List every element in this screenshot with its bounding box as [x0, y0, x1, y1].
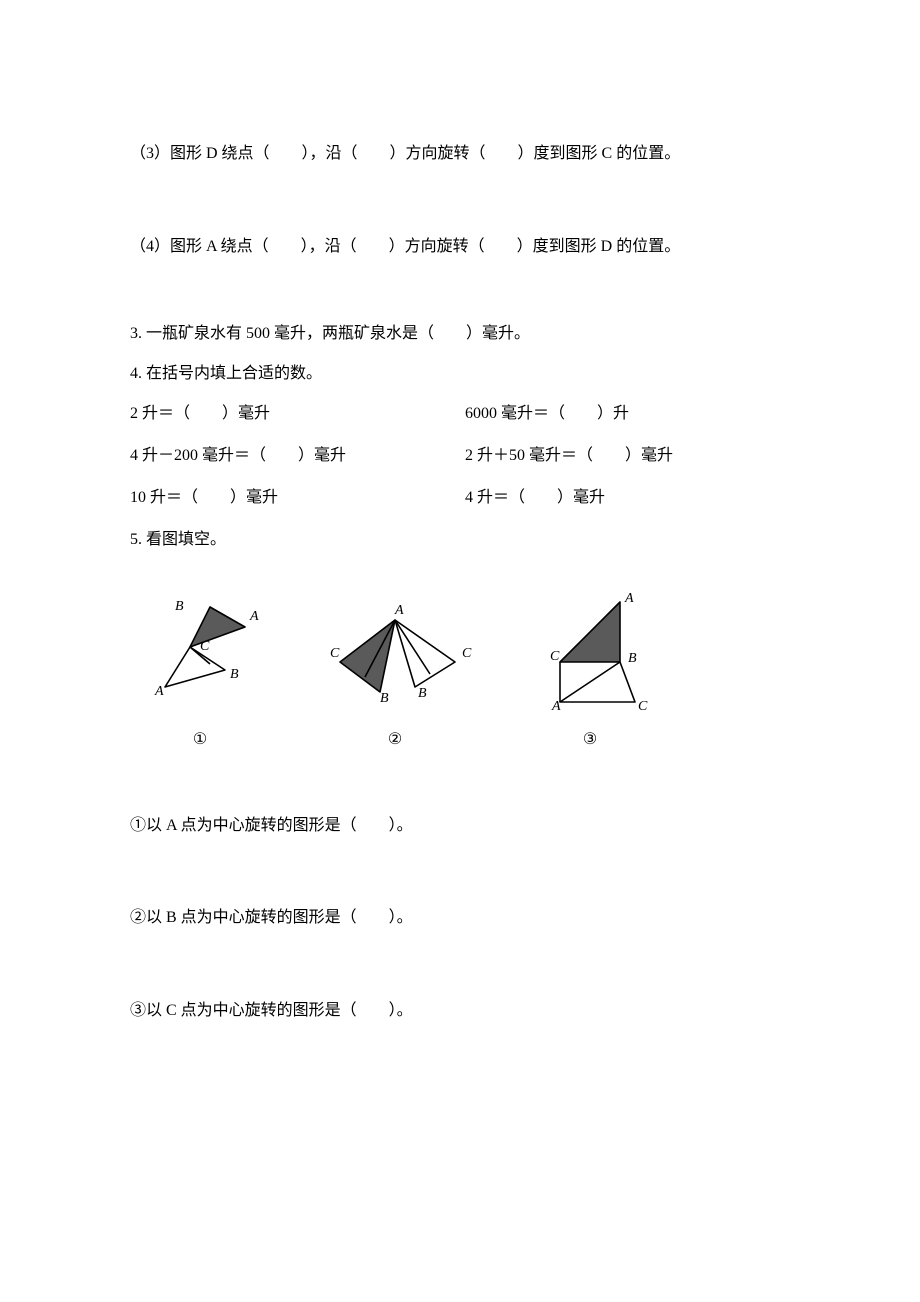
svg-text:B: B — [418, 686, 427, 701]
q4-row-2: 4 升－200 毫升＝（ ）毫升 2 升＋50 毫升＝（ ）毫升 — [130, 444, 800, 468]
q4-cell: 6000 毫升＝（ ）升 — [465, 402, 800, 426]
figure-1-label: ① — [193, 728, 207, 752]
q5-sub2: ②以 B 点为中心旋转的图形是（ ）。 — [130, 880, 800, 957]
q4-cell: 4 升－200 毫升＝（ ）毫升 — [130, 444, 465, 468]
svg-text:A: A — [624, 592, 634, 606]
svg-text:B: B — [175, 599, 184, 614]
q5-sub3: ③以 C 点为中心旋转的图形是（ ）。 — [130, 973, 800, 1050]
svg-text:A: A — [249, 609, 259, 624]
figure-row: A B C A B ① A C B C B ② A B C A C ③ — [130, 592, 800, 752]
svg-text:B: B — [380, 691, 389, 706]
figure-1-svg: A B C A B — [130, 592, 270, 722]
q2-3-text: （3）图形 D 绕点（ ），沿（ ）方向旋转（ ）度到图形 C 的位置。 — [130, 116, 800, 193]
figure-3-svg: A B C A C — [520, 592, 660, 722]
svg-text:B: B — [628, 651, 637, 666]
q3-text: 3. 一瓶矿泉水有 500 毫升，两瓶矿泉水是（ ）毫升。 — [130, 322, 800, 346]
svg-text:A: A — [551, 699, 561, 714]
svg-text:C: C — [200, 639, 210, 654]
q4-row-3: 10 升＝（ ）毫升 4 升＝（ ）毫升 — [130, 486, 800, 510]
q4-cell: 2 升＋50 毫升＝（ ）毫升 — [465, 444, 800, 468]
figure-1: A B C A B ① — [130, 592, 270, 752]
figure-3-label: ③ — [583, 728, 597, 752]
figure-2: A C B C B ② — [310, 602, 480, 752]
svg-text:B: B — [230, 667, 239, 682]
q4-cell: 4 升＝（ ）毫升 — [465, 486, 800, 510]
svg-text:C: C — [462, 646, 472, 661]
q2-4-text: （4）图形 A 绕点（ ），沿（ ）方向旋转（ ）度到图形 D 的位置。 — [130, 209, 800, 286]
q5-title: 5. 看图填空。 — [130, 528, 800, 552]
svg-text:A: A — [154, 684, 164, 699]
q5-sub1: ①以 A 点为中心旋转的图形是（ ）。 — [130, 788, 800, 865]
figure-3: A B C A C ③ — [520, 592, 660, 752]
q4-title: 4. 在括号内填上合适的数。 — [130, 362, 800, 386]
figure-2-svg: A C B C B — [310, 602, 480, 722]
svg-text:C: C — [330, 646, 340, 661]
svg-text:A: A — [394, 603, 404, 618]
svg-text:C: C — [638, 699, 648, 714]
figure-2-label: ② — [388, 728, 402, 752]
svg-text:C: C — [550, 649, 560, 664]
q4-cell: 10 升＝（ ）毫升 — [130, 486, 465, 510]
q4-cell: 2 升＝（ ）毫升 — [130, 402, 465, 426]
q4-row-1: 2 升＝（ ）毫升 6000 毫升＝（ ）升 — [130, 402, 800, 426]
